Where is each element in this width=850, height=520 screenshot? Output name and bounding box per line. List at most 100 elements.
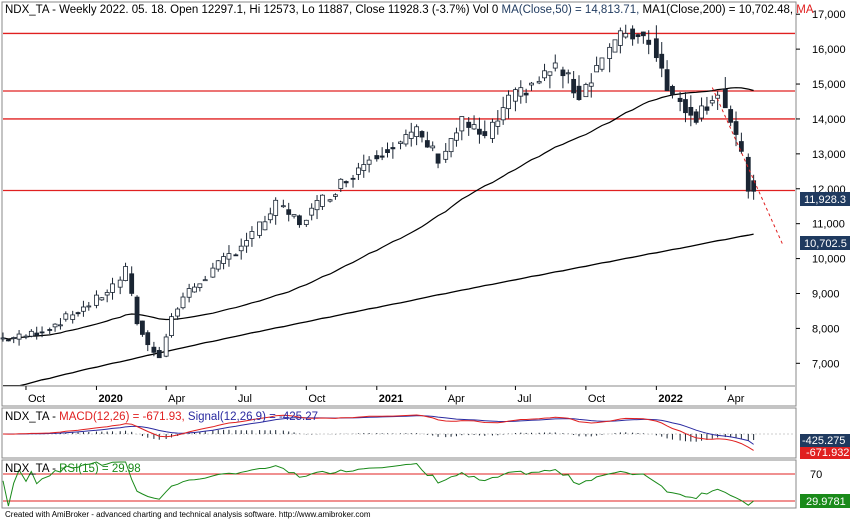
x-tick-label: 2020 (98, 393, 122, 405)
candle-body (565, 72, 571, 75)
candle-body (129, 273, 135, 294)
y-tick-label: 14,000 (812, 114, 846, 126)
candle-body (186, 288, 192, 298)
y-tick-label: 7,000 (812, 358, 840, 370)
candle-body (81, 306, 86, 312)
rsi-panel (1, 459, 797, 509)
candle-body (542, 70, 547, 79)
candle-body (233, 254, 239, 257)
candle-body (495, 120, 501, 127)
candle-body (477, 128, 482, 135)
candle-body (297, 215, 302, 226)
candle-body (175, 308, 181, 317)
ma200-value-label: 10,702.5 (804, 238, 847, 250)
last-close-label: 11,928.3 (804, 194, 846, 206)
rsi-header-prefix: NDX_TA - (5, 463, 59, 475)
candle-body (210, 267, 216, 278)
candle-body (518, 87, 524, 97)
y-tick-label: 9,000 (812, 288, 840, 300)
candle-body (134, 296, 140, 325)
candle-body (683, 99, 688, 114)
price-header: NDX_TA - Weekly 2022. 05. 18. Open 12297… (5, 4, 814, 16)
candle-body (221, 256, 226, 264)
candle-body (104, 292, 110, 296)
candle-body (140, 320, 145, 335)
candle-body (338, 178, 344, 189)
candle-body (39, 331, 45, 334)
candle-body (640, 31, 646, 37)
candle-body (571, 78, 577, 94)
candle-body (599, 57, 605, 70)
candle-body (623, 33, 629, 38)
candle-body (635, 34, 641, 37)
price-panel (1, 1, 797, 407)
last-close-label-bg (800, 192, 850, 206)
ma50-line (2, 87, 754, 340)
macd-line (2, 414, 754, 451)
candle-body (424, 140, 430, 148)
candle-body (11, 337, 17, 339)
candle-body (523, 92, 529, 96)
candle-body (374, 155, 380, 160)
candle-body (244, 240, 249, 247)
candles-group (0, 24, 757, 359)
ma200-legend: MA1(Close,200) = 10,702.48, (643, 4, 797, 16)
candle-body (34, 332, 40, 336)
candle-body (309, 207, 315, 216)
candle-body (630, 28, 636, 40)
x-tick-label: Oct (28, 393, 45, 405)
macd-value-label: -671.932 (806, 447, 849, 459)
signal-value-label: -425.275 (802, 435, 845, 447)
candle-body (709, 100, 715, 104)
candle-body (513, 89, 518, 102)
candle-body (385, 149, 390, 153)
candle-body (291, 214, 297, 217)
candle-body (738, 141, 744, 152)
candle-body (350, 177, 356, 180)
candle-body (677, 97, 683, 102)
candle-body (529, 82, 534, 86)
signal-legend: Signal(12,26,9) = -425.27 (188, 411, 318, 423)
price-y-axis: 7,0008,0009,00010,00011,00012,00013,0001… (796, 9, 846, 370)
candle-body (145, 332, 151, 346)
candle-body (536, 80, 542, 84)
candle-body (267, 213, 273, 221)
candle-body (745, 156, 751, 192)
candle-body (751, 180, 757, 192)
candle-body (163, 336, 169, 357)
candle-body (16, 333, 22, 340)
rsi-header: NDX_TA - RSI(15) = 29.98 (5, 463, 141, 475)
candle-body (728, 109, 734, 123)
candle-body (693, 111, 699, 123)
candle-body (443, 150, 449, 160)
signal-line (3, 415, 754, 445)
footer-credit: Created with AmiBroker - advanced charti… (5, 510, 371, 519)
candle-body (607, 46, 613, 59)
candle-body (583, 84, 589, 98)
candle-body (23, 335, 29, 338)
y-tick-label: 8,000 (812, 323, 840, 335)
candle-body (506, 94, 511, 110)
candle-body (249, 231, 255, 239)
x-tick-label: Oct (308, 393, 325, 405)
candle-body (733, 121, 739, 135)
macd-header-prefix: NDX_TA - (5, 411, 59, 423)
candle-body (699, 105, 704, 119)
candle-body (594, 65, 600, 73)
candle-body (471, 124, 477, 130)
candle-body (688, 106, 694, 116)
candle-body (454, 132, 459, 141)
candle-body (361, 164, 367, 171)
candle-body (490, 121, 495, 139)
trendline-group (711, 87, 784, 245)
candle-body (482, 131, 488, 137)
ma50-line-group (2, 87, 754, 340)
signal-value-label-bg (800, 434, 850, 447)
candle-body (257, 221, 262, 236)
candle-body (52, 323, 58, 328)
candle-body (320, 194, 325, 207)
candle-body (435, 153, 441, 164)
ma200-value-label-bg (800, 236, 850, 250)
candle-body (303, 219, 309, 225)
